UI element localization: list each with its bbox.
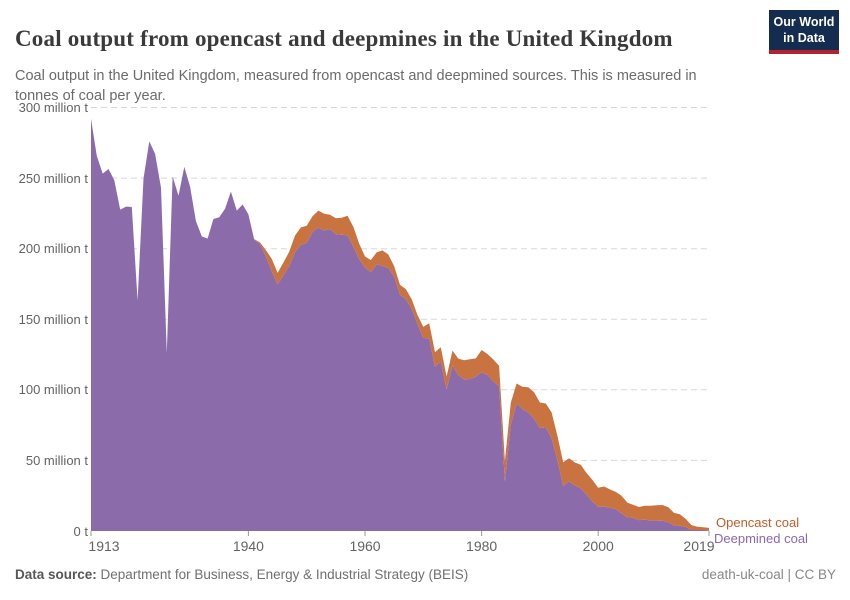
legend-deepmined-coal: Deepmined coal: [714, 531, 808, 546]
y-axis-label: 250 million t: [18, 170, 88, 186]
x-axis-label: 1980: [466, 538, 498, 554]
x-axis-label: 1960: [349, 538, 381, 554]
license-credit[interactable]: death-uk-coal | CC BY: [701, 567, 836, 582]
owid-logo[interactable]: Our World in Data: [769, 10, 839, 55]
x-axis-label: 2000: [582, 538, 614, 554]
y-axis-label: 50 million t: [25, 452, 88, 468]
page-subtitle: Coal output in the United Kingdom, measu…: [15, 67, 697, 105]
x-axis-label: 2019: [683, 538, 715, 554]
owid-logo-line2: in Data: [783, 30, 825, 45]
x-axis-label: 1940: [232, 538, 264, 554]
data-source-value: Department for Business, Energy & Indust…: [100, 567, 469, 582]
x-axis-label: 1913: [88, 538, 120, 554]
y-axis-label: 200 million t: [18, 241, 88, 257]
owid-logo-line1: Our World: [773, 15, 835, 29]
deepmined-area: [91, 118, 709, 532]
y-axis-label: 150 million t: [18, 311, 88, 327]
data-source-label: Data source:: [15, 567, 97, 582]
footer: Data source: Department for Business, En…: [15, 567, 836, 582]
page-title: Coal output from opencast and deepmines …: [15, 26, 673, 52]
y-axis-label: 0 t: [73, 523, 88, 539]
opencast-area: [91, 118, 709, 531]
y-axis-label: 100 million t: [18, 382, 88, 398]
legend-opencast-coal: Opencast coal: [716, 515, 800, 530]
y-axis-label: 300 million t: [18, 100, 88, 115]
data-source: Data source: Department for Business, En…: [15, 567, 468, 582]
